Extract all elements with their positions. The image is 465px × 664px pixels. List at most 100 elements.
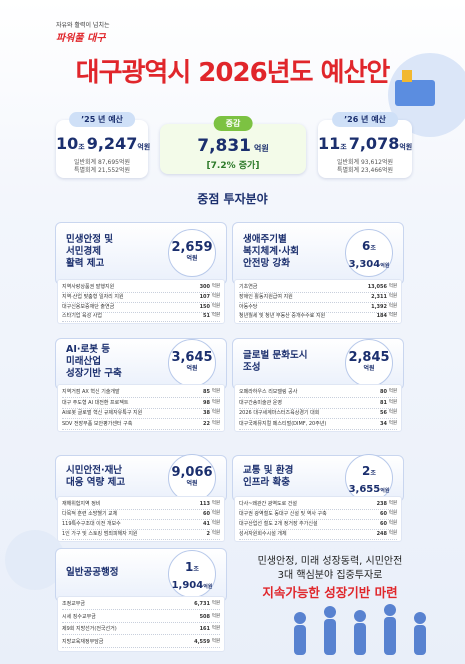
item-value: 300 [199,284,210,290]
amount-line: 1,904억원 [169,576,215,594]
card-title: 안전망 강화 [243,257,291,269]
item-unit: 억원 [211,626,220,631]
item-name: 다사~왜관간 광역도로 건설 [239,501,297,507]
item-name: 다목적 훈련 소방헬기 교체 [62,511,118,517]
box-amount: 11조 7,078억원 [318,134,412,153]
card-header: 민생안정 및 서민경제 활력 제고 2,659 억원 [55,222,227,285]
amount-line: 3,304억원 [346,255,392,273]
card-title: 성장기반 구축 [66,368,122,379]
amount-number: 2,659 [171,239,213,255]
item-row: 스타기업 육성 사업 51 억원 [62,311,220,323]
box-detail: 일반회계 93,612억원 [336,159,394,166]
amount-unit: 억원 [137,143,151,151]
amount-number: 9,066 [171,464,213,480]
card-title: 대응 역량 제고 [66,476,126,488]
item-row: AI로봇 글로벌 혁신 규제자유특구 지원 38 억원 [62,408,220,419]
item-name: 지역·산업 맞춤형 일자리 지원 [62,293,124,300]
card-title: 글로벌 문화도시 [243,350,308,361]
item-row: 아동수당 1,392 억원 [239,302,397,313]
item-name: 대구 주도형 AI 대전환 프로젝트 [62,399,129,406]
item-unit: 억원 [388,521,397,526]
item-name: 대구권 광역철도 동대구 신설 및 역사 구축 [239,511,327,517]
amount-circle: 1조 1,904억원 [168,550,216,598]
deco-circle [5,530,65,590]
amount-line: 2조 [346,463,392,480]
item-list: 기초연금 13,056 억원 장애인 활동지원급여 지원 2,311 억원 아동수당 1,39… [234,279,402,324]
item-unit: 억원 [211,399,220,405]
item-value: 4,559 [194,638,210,645]
item-list: 다사~왜관간 광역도로 건설 238 억원 대구권 광역철도 동대구 신설 및 역사 … [234,496,402,542]
amount-number: 10 [56,134,79,153]
item-value: 161 [199,626,210,632]
item-unit: 억원 [211,293,220,299]
item-list: 조정교부금 6,731 억원 시세 징수교부금 508 억원 제9회 지방선거(전국선거) 1… [57,596,225,652]
item-value: 508 [199,613,210,620]
slogan: 자유와 활력이 넘치는 [56,22,110,29]
item-value: 51 [203,313,210,320]
item-value: 34 [380,420,387,427]
item-unit: 억원 [211,601,220,606]
item-unit: 억원 [211,521,220,526]
card-title: 생애주기별 [243,233,287,245]
card-title-block: 교통 및 환경 인프라 확충 [243,465,293,489]
amount-unit: 억원 [363,365,375,372]
item-unit: 억원 [211,284,220,289]
item-name: 지방교육재정부담금 [62,638,104,645]
amount-line: 1조 [169,559,215,576]
item-value: 85 [203,389,210,395]
card-title-block: 민생안정 및 서민경제 활력 제고 [66,234,113,270]
item-row: 지역사랑상품권 발행지원 300 억원 [62,282,220,293]
item-name: 2026 대구세계마스터즈육상경기 대회 [239,410,320,416]
item-row: 대구 주도형 AI 대전환 프로젝트 98 억원 [62,398,220,409]
item-name: 지역사랑상품권 발행지원 [62,284,115,290]
item-row: 지역거점 AX 혁신 기술개발 85 억원 [62,387,220,398]
card-title-block: 일반공공행정 [66,567,118,579]
item-name: SDV 전장부품 보안평가센터 구축 [62,420,133,427]
change-box: 증감 7,831 억원 [7.2% 증가] [160,116,306,174]
card-title: 조성 [243,362,261,373]
amount-number: 11 [318,134,341,153]
card-title-block: 글로벌 문화도시 조성 [243,350,308,374]
item-row: 오페라하우스 리모델링 공사 80 억원 [239,387,397,398]
title: 대구광역시 2026년도 예산안 [75,58,391,88]
item-unit: 억원 [388,303,397,309]
amount-unit: 조 [370,469,376,477]
item-name: 기초연금 [239,284,258,290]
box-amount: 10조 9,247억원 [56,134,151,153]
item-name: 재해위험지역 정비 [62,501,101,507]
item-value: 38 [203,410,210,416]
item-unit: 억원 [388,313,397,319]
deco-people [294,604,426,655]
change-number: 7,831 [197,136,252,156]
item-row: 다사~왜관간 광역도로 건설 238 억원 [239,499,397,510]
item-unit: 억원 [388,389,397,394]
item-value: 1,392 [371,303,387,310]
amount-unit: 억원 [186,365,198,372]
item-value: 2,311 [371,293,387,300]
card-title-block: AI·로봇 등 미래산업 성장기반 구축 [66,344,122,380]
item-unit: 억원 [211,303,220,309]
item-unit: 억원 [388,531,397,536]
card-header: 시민안전·재난 대응 역량 제고 9,066 억원 [55,453,227,502]
item-row: 119특수구조대 이전 개보수 41 억원 [62,519,220,530]
item-row: 대구권 광역철도 동대구 신설 및 역사 구축 60 억원 [239,509,397,520]
amount-number: 3,645 [171,350,213,365]
item-name: 오페라하우스 리모델링 공사 [239,389,298,395]
amount-circle: 2조 3,655억원 [345,453,393,502]
item-name: 대구국제뮤지컬 페스티벌(DIMF, 20주년) [239,420,327,427]
message-line: 민생안정, 미래 성장동력, 시민안전 [257,556,403,567]
item-name: 1인 가구 및 스토킹 범죄피해자 지원 [62,531,138,537]
deco-coin [402,70,412,82]
amount-unit: 억원 [380,262,390,269]
item-row: 1인 가구 및 스토킹 범죄피해자 지원 2 억원 [62,529,220,540]
amount-number: 3,304 [348,258,381,270]
item-value: 2 [206,531,210,537]
item-name: 대구신용보증재단 출연금 [62,303,115,310]
card-header: AI·로봇 등 미래산업 성장기반 구축 3,645 억원 [55,338,227,390]
item-value: 81 [380,399,387,406]
item-row: 2026 대구세계마스터즈육상경기 대회 56 억원 [239,408,397,419]
item-row: 대구간송미술관 운영 81 억원 [239,398,397,409]
card-title: 활력 제고 [66,257,105,269]
amount-line: 6조 [346,238,392,255]
change-unit: 억원 [254,144,269,153]
